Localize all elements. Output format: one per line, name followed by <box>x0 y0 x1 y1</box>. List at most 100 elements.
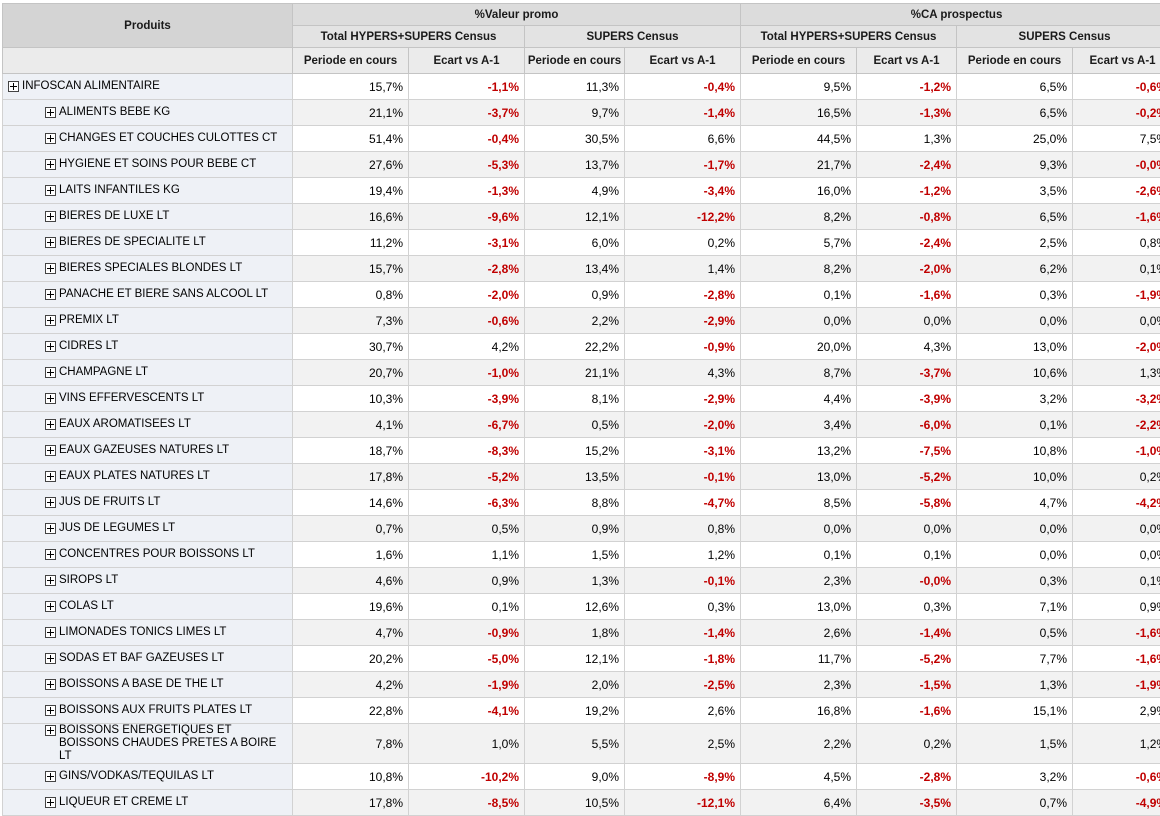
value-cell-ecart: -0,6% <box>1073 764 1160 790</box>
expand-plus-icon[interactable] <box>45 289 56 300</box>
value-cell-ecart: -5,2% <box>857 646 957 672</box>
value-cell-periode: 4,6% <box>293 568 409 594</box>
value-cell-ecart: -7,5% <box>857 438 957 464</box>
value-cell-periode: 20,0% <box>741 334 857 360</box>
row-label-text: LIQUEUR ET CREME LT <box>59 796 188 809</box>
row-label-cell: SODAS ET BAF GAZEUSES LT <box>3 646 293 672</box>
value-cell-ecart: -1,1% <box>409 74 525 100</box>
expand-plus-icon[interactable] <box>8 81 19 92</box>
value-cell-ecart: 0,2% <box>1073 464 1160 490</box>
expand-plus-icon[interactable] <box>45 211 56 222</box>
expand-plus-icon[interactable] <box>45 419 56 430</box>
expand-plus-icon[interactable] <box>45 159 56 170</box>
value-cell-ecart: -1,6% <box>1073 204 1160 230</box>
value-cell-ecart: -1,2% <box>857 74 957 100</box>
value-cell-periode: 7,8% <box>293 724 409 764</box>
value-cell-ecart: 2,9% <box>1073 698 1160 724</box>
header-subgroup: Total HYPERS+SUPERS Census <box>293 26 525 48</box>
value-cell-periode: 0,9% <box>525 516 625 542</box>
value-cell-ecart: -10,2% <box>409 764 525 790</box>
value-cell-ecart: -1,0% <box>409 360 525 386</box>
row-label: INFOSCAN ALIMENTAIRE <box>3 80 292 93</box>
value-cell-ecart: -5,3% <box>409 152 525 178</box>
expand-plus-icon[interactable] <box>45 627 56 638</box>
value-cell-ecart: 0,2% <box>625 230 741 256</box>
value-cell-ecart: -3,2% <box>1073 386 1160 412</box>
expand-plus-icon[interactable] <box>45 315 56 326</box>
value-cell-ecart: 0,0% <box>857 308 957 334</box>
value-cell-periode: 0,3% <box>957 568 1073 594</box>
expand-plus-icon[interactable] <box>45 575 56 586</box>
row-label-text: VINS EFFERVESCENTS LT <box>59 392 204 405</box>
value-cell-ecart: -1,9% <box>1073 672 1160 698</box>
row-label: BIERES SPECIALES BLONDES LT <box>3 262 292 275</box>
value-cell-ecart: -1,9% <box>409 672 525 698</box>
expand-plus-icon[interactable] <box>45 653 56 664</box>
row-label: PREMIX LT <box>3 314 292 327</box>
row-label: EAUX AROMATISEES LT <box>3 418 292 431</box>
value-cell-periode: 6,5% <box>957 204 1073 230</box>
value-cell-periode: 6,5% <box>957 74 1073 100</box>
header-column: Periode en cours <box>525 48 625 74</box>
expand-plus-icon[interactable] <box>45 133 56 144</box>
expand-plus-icon[interactable] <box>45 237 56 248</box>
value-cell-ecart: 0,1% <box>409 594 525 620</box>
expand-plus-icon[interactable] <box>45 471 56 482</box>
expand-plus-icon[interactable] <box>45 393 56 404</box>
expand-plus-icon[interactable] <box>45 601 56 612</box>
value-cell-ecart: -2,9% <box>625 308 741 334</box>
expand-plus-icon[interactable] <box>45 341 56 352</box>
row-label-text: GINS/VODKAS/TEQUILAS LT <box>59 770 214 783</box>
value-cell-periode: 15,7% <box>293 256 409 282</box>
expand-plus-icon[interactable] <box>45 549 56 560</box>
value-cell-ecart: 2,5% <box>625 724 741 764</box>
value-cell-ecart: 1,2% <box>1073 724 1160 764</box>
value-cell-periode: 21,1% <box>525 360 625 386</box>
value-cell-periode: 22,8% <box>293 698 409 724</box>
row-label-cell: LAITS INFANTILES KG <box>3 178 293 204</box>
expand-plus-icon[interactable] <box>45 705 56 716</box>
expand-plus-icon[interactable] <box>45 263 56 274</box>
value-cell-periode: 10,0% <box>957 464 1073 490</box>
value-cell-periode: 8,7% <box>741 360 857 386</box>
expand-plus-icon[interactable] <box>45 523 56 534</box>
row-label-cell: CONCENTRES POUR BOISSONS LT <box>3 542 293 568</box>
value-cell-ecart: -1,4% <box>625 100 741 126</box>
expand-plus-icon[interactable] <box>45 367 56 378</box>
value-cell-periode: 10,3% <box>293 386 409 412</box>
value-cell-periode: 2,0% <box>525 672 625 698</box>
value-cell-ecart: -2,0% <box>409 282 525 308</box>
value-cell-periode: 51,4% <box>293 126 409 152</box>
value-cell-periode: 8,5% <box>741 490 857 516</box>
expand-plus-icon[interactable] <box>45 797 56 808</box>
row-label-cell: EAUX GAZEUSES NATURES LT <box>3 438 293 464</box>
value-cell-periode: 1,8% <box>525 620 625 646</box>
expand-plus-icon[interactable] <box>45 679 56 690</box>
row-label: VINS EFFERVESCENTS LT <box>3 392 292 405</box>
header-group-valeur-promo: %Valeur promo <box>293 4 741 26</box>
row-label-cell: COLAS LT <box>3 594 293 620</box>
expand-plus-icon[interactable] <box>45 445 56 456</box>
value-cell-ecart: -1,0% <box>1073 438 1160 464</box>
expand-plus-icon[interactable] <box>45 107 56 118</box>
value-cell-periode: 8,1% <box>525 386 625 412</box>
expand-plus-icon[interactable] <box>45 771 56 782</box>
value-cell-periode: 19,4% <box>293 178 409 204</box>
expand-plus-icon[interactable] <box>45 497 56 508</box>
value-cell-ecart: -1,2% <box>857 178 957 204</box>
value-cell-periode: 0,0% <box>741 308 857 334</box>
value-cell-ecart: 0,3% <box>625 594 741 620</box>
value-cell-ecart: 0,0% <box>1073 516 1160 542</box>
value-cell-periode: 30,7% <box>293 334 409 360</box>
value-cell-ecart: 0,0% <box>857 516 957 542</box>
expand-plus-icon[interactable] <box>45 725 56 736</box>
value-cell-periode: 0,0% <box>957 308 1073 334</box>
row-label: GINS/VODKAS/TEQUILAS LT <box>3 770 292 783</box>
expand-plus-icon[interactable] <box>45 185 56 196</box>
row-label-text: SODAS ET BAF GAZEUSES LT <box>59 652 224 665</box>
row-label-cell: CIDRES LT <box>3 334 293 360</box>
